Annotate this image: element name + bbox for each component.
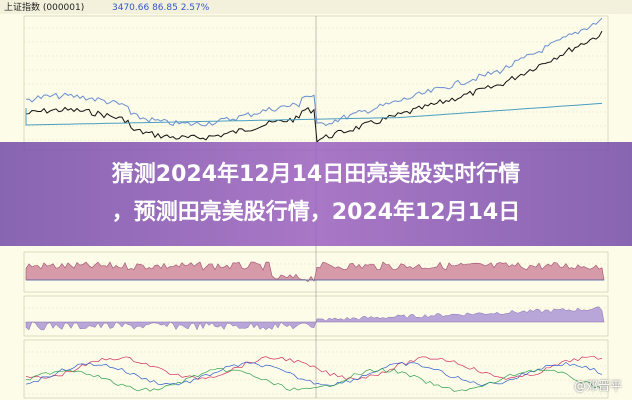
price-info: 3470.66 86.85 2.57% xyxy=(112,3,210,13)
price-line xyxy=(25,30,603,143)
title-line: 猜测2024年12月14日田亮美股实时行情 xyxy=(111,162,521,187)
indicator-line xyxy=(25,367,603,392)
index-name: 上证指数 (000001) xyxy=(4,1,84,13)
area xyxy=(25,261,605,283)
average-line xyxy=(25,102,603,126)
title-line: ，预测田亮美股行情，2024年12月14日 xyxy=(111,200,521,225)
header-bar xyxy=(0,0,632,14)
chart-lines xyxy=(23,15,609,399)
indicator-line xyxy=(25,355,603,380)
title-overlay: 猜测2024年12月14日田亮美股实时行情 ，预测田亮美股行情，2024年12月… xyxy=(0,142,632,246)
price-line xyxy=(26,17,603,127)
indicator-line xyxy=(25,361,603,386)
watermark: @邓晋平 xyxy=(573,379,622,393)
area xyxy=(25,306,605,331)
